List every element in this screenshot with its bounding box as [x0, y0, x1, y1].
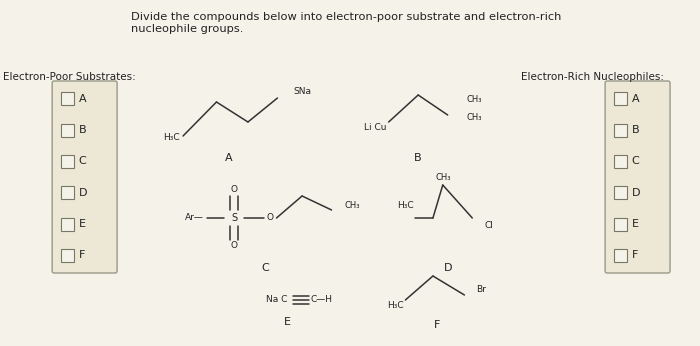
Text: H₃C: H₃C — [163, 134, 180, 143]
Text: F: F — [434, 320, 440, 330]
Text: A: A — [78, 94, 86, 104]
Bar — [61, 92, 74, 105]
Text: O: O — [231, 242, 238, 251]
Text: D: D — [78, 188, 88, 198]
Text: E: E — [78, 219, 85, 229]
Text: CH₃: CH₃ — [466, 95, 482, 104]
Text: F: F — [631, 251, 638, 260]
Text: CH₃: CH₃ — [435, 173, 451, 182]
Text: Br: Br — [476, 285, 486, 294]
Text: D: D — [631, 188, 640, 198]
Bar — [61, 186, 74, 199]
Text: Li Cu: Li Cu — [364, 122, 386, 131]
Bar — [614, 249, 626, 262]
Text: S: S — [231, 213, 237, 223]
Text: CH₃: CH₃ — [466, 112, 482, 121]
Text: O: O — [231, 185, 238, 194]
Bar — [61, 218, 74, 230]
Text: E: E — [284, 317, 290, 327]
Text: F: F — [78, 251, 85, 260]
Text: C: C — [78, 156, 87, 166]
Text: C: C — [631, 156, 639, 166]
FancyBboxPatch shape — [605, 81, 670, 273]
Bar — [614, 218, 626, 230]
Text: E: E — [631, 219, 638, 229]
Text: B: B — [414, 153, 422, 163]
Bar — [614, 155, 626, 168]
Text: CH₃: CH₃ — [344, 200, 360, 209]
Text: C—H: C—H — [311, 295, 333, 304]
Bar — [614, 92, 626, 105]
Bar — [61, 249, 74, 262]
Text: A: A — [631, 94, 639, 104]
Text: H₃C: H₃C — [397, 200, 413, 209]
Text: H₃C: H₃C — [387, 300, 403, 310]
Text: D: D — [443, 263, 452, 273]
Text: B: B — [631, 125, 639, 135]
Bar — [61, 124, 74, 137]
FancyBboxPatch shape — [52, 81, 117, 273]
Text: Electron-Poor Substrates:: Electron-Poor Substrates: — [3, 72, 136, 82]
Bar — [61, 155, 74, 168]
Text: A: A — [225, 153, 232, 163]
Text: B: B — [78, 125, 86, 135]
Bar — [614, 124, 626, 137]
Text: Cl: Cl — [484, 220, 493, 229]
Text: C: C — [262, 263, 270, 273]
Text: Ar—: Ar— — [185, 213, 204, 222]
Bar — [614, 186, 626, 199]
Text: SNa: SNa — [293, 88, 312, 97]
Text: Na C: Na C — [266, 295, 287, 304]
Text: Electron-Rich Nucleophiles:: Electron-Rich Nucleophiles: — [522, 72, 664, 82]
Text: Divide the compounds below into electron-poor substrate and electron-rich
nucleo: Divide the compounds below into electron… — [131, 12, 561, 34]
Text: O: O — [266, 213, 273, 222]
